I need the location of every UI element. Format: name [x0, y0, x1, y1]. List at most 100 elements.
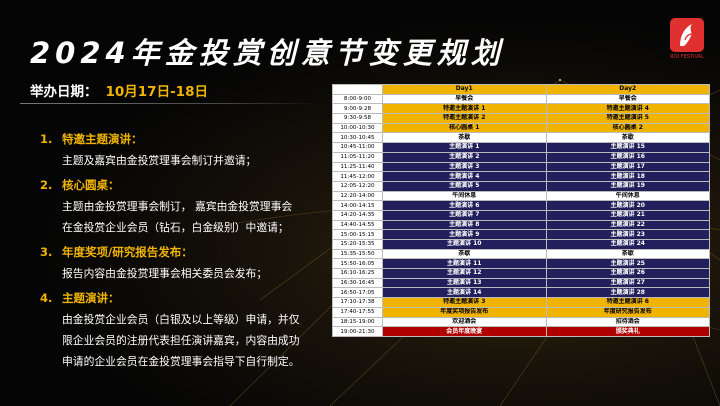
- schedule-day2-session: 主题演讲 24: [545, 239, 710, 250]
- schedule-row: 10:45-11:00 主题演讲 1 主题演讲 15: [332, 142, 710, 153]
- note-number: 2.: [40, 177, 53, 192]
- schedule-day2-session: 主题演讲 15: [545, 142, 710, 153]
- event-date-value: 10月17日-18日: [105, 84, 208, 100]
- schedule-day1-session: 主题演讲 2: [382, 151, 547, 163]
- schedule-day1-session: 特邀主题演讲 1: [382, 103, 547, 115]
- note-heading-text: 核心圆桌：: [62, 177, 120, 192]
- schedule-row: 11:45-12:00 主题演讲 4 主题演讲 18: [332, 171, 710, 182]
- schedule-time: 12:20-14:00: [332, 190, 383, 202]
- schedule-day1-session: 主题演讲 14: [382, 287, 547, 299]
- schedule-day1-session: 主题演讲 8: [382, 219, 547, 231]
- schedule-day1-session: 早餐会: [382, 93, 547, 105]
- logo-text: ROI FESTIVAL: [670, 54, 704, 60]
- schedule-time: 15:20-15:35: [332, 239, 383, 250]
- schedule-day2-session: 颁奖典礼: [545, 326, 710, 337]
- schedule-time: 11:05-11:20: [332, 151, 383, 163]
- schedule-day2-session: 主题演讲 26: [545, 268, 710, 279]
- schedule-row: 11:05-11:20 主题演讲 2 主题演讲 16: [332, 151, 710, 163]
- schedule-day2-session: 午间休息: [545, 190, 710, 202]
- schedule-row: 15:35-15:50 茶歇 茶歇: [332, 248, 710, 260]
- note-line: 限企业会员的注册代表担任演讲嘉宾，内容由成功: [62, 333, 300, 347]
- schedule-day2-session: 核心圆桌 2: [545, 122, 710, 134]
- schedule-day2-session: 特邀主题演讲 4: [545, 103, 710, 115]
- schedule-day2-session: 主题演讲 20: [545, 200, 710, 211]
- schedule-time: 18:15-19:00: [332, 316, 383, 328]
- schedule-day1-session: 主题演讲 12: [382, 268, 547, 279]
- schedule-day1-session: 午间休息: [382, 190, 547, 202]
- schedule-day2-session: 招待酒会: [545, 316, 710, 328]
- schedule-day1-session: 欢迎酒会: [382, 316, 547, 328]
- schedule-time: 10:30-10:45: [332, 132, 383, 144]
- schedule-day2-session: 主题演讲 17: [545, 161, 710, 173]
- schedule-time: 15:00-15:15: [332, 229, 383, 240]
- schedule-day2-session: 主题演讲 22: [545, 219, 710, 231]
- schedule-row: 16:50-17:05 主题演讲 14 主题演讲 28: [332, 287, 710, 299]
- phoenix-icon: [670, 18, 704, 52]
- schedule-day2-session: 主题演讲 27: [545, 277, 710, 289]
- schedule-row: 11:25-11:40 主题演讲 3 主题演讲 17: [332, 161, 710, 173]
- note-item: 2. 核心圆桌： 主题由金投赏理事会制订， 嘉宾由金投赏理事会 在金投赏企业会员（钻石…: [40, 174, 330, 237]
- note-number: 4.: [40, 290, 53, 305]
- schedule-day1-session: 茶歇: [382, 132, 547, 144]
- note-line: 主题由金投赏理事会制订， 嘉宾由金投赏理事会: [62, 199, 293, 213]
- header-day1: Day1: [382, 84, 547, 95]
- schedule-time: 8:00-9:00: [332, 93, 383, 105]
- note-item: 3. 年度奖项/研究报告发布： 报告内容由金投赏理事会相关委员会发布；: [40, 241, 330, 283]
- schedule-row: 15:50-16:05 主题演讲 11 主题演讲 25: [332, 258, 710, 270]
- schedule-row: 9:00-9:28 特邀主题演讲 1 特邀主题演讲 4: [332, 103, 710, 115]
- schedule-day1-session: 主题演讲 3: [382, 161, 547, 173]
- schedule-row: 17:10-17:38 特邀主题演讲 3 特邀主题演讲 6: [332, 297, 710, 308]
- schedule-day2-session: 茶歇: [545, 248, 710, 260]
- schedule-day1-session: 主题演讲 1: [382, 142, 547, 153]
- schedule-time: 17:40-17:55: [332, 306, 383, 318]
- schedule-day2-session: 主题演讲 16: [545, 151, 710, 163]
- schedule-day2-session: 早餐会: [545, 93, 710, 105]
- schedule-row: 14:00-14:15 主题演讲 6 主题演讲 20: [332, 200, 710, 211]
- schedule-day1-session: 会员年度晚宴: [382, 326, 547, 337]
- schedule-time: 9:30-9:58: [332, 113, 383, 124]
- schedule-row: 16:30-16:45 主题演讲 13 主题演讲 27: [332, 277, 710, 289]
- schedule-day2-session: 主题演讲 25: [545, 258, 710, 270]
- schedule-row: 10:00-10:30 核心圆桌 1 核心圆桌 2: [332, 122, 710, 134]
- schedule-time: 16:30-16:45: [332, 277, 383, 289]
- note-heading: 4. 主题演讲：: [40, 287, 330, 308]
- schedule-day1-session: 主题演讲 7: [382, 209, 547, 221]
- schedule-day1-session: 主题演讲 11: [382, 258, 547, 270]
- schedule-day1-session: 主题演讲 10: [382, 239, 547, 250]
- schedule-day1-session: 主题演讲 4: [382, 171, 547, 182]
- divider: [20, 103, 320, 104]
- event-date: 举办日期： 10月17日-18日: [30, 80, 208, 100]
- schedule-day2-session: 茶歇: [545, 132, 710, 144]
- page-title: 2024年金投赏创意节变更规划: [30, 36, 505, 70]
- schedule-day1-session: 主题演讲 6: [382, 200, 547, 211]
- schedule-row: 12:20-14:00 午间休息 午间休息: [332, 190, 710, 202]
- schedule-time: 12:05-12:20: [332, 180, 383, 192]
- schedule-day1-session: 主题演讲 9: [382, 229, 547, 240]
- schedule-day1-session: 特邀主题演讲 3: [382, 297, 547, 308]
- note-line: 由金投赏企业会员（白银及以上等级）申请，并仅: [62, 312, 300, 326]
- schedule-day2-session: 主题演讲 19: [545, 180, 710, 192]
- notes-list: 1. 特邀主题演讲： 主题及嘉宾由金投赏理事会制订并邀请； 2. 核心圆桌： 主题由金投赏…: [40, 128, 330, 375]
- schedule-time: 9:00-9:28: [332, 103, 383, 115]
- schedule-row: 15:00-15:15 主题演讲 9 主题演讲 23: [332, 229, 710, 240]
- schedule-row: 18:15-19:00 欢迎酒会 招待酒会: [332, 316, 710, 328]
- schedule-day2-session: 特邀主题演讲 5: [545, 113, 710, 124]
- schedule-row: 19:00-21:30 会员年度晚宴 颁奖典礼: [332, 326, 710, 337]
- schedule-time: 14:00-14:15: [332, 200, 383, 211]
- schedule-row: 8:00-9:00 早餐会 早餐会: [332, 93, 710, 105]
- schedule-row: 17:40-17:55 年度奖项报告发布 年度研究报告发布: [332, 306, 710, 318]
- schedule-day1-session: 茶歇: [382, 248, 547, 260]
- schedule-day1-session: 主题演讲 13: [382, 277, 547, 289]
- brand-logo: ROI FESTIVAL: [666, 18, 708, 62]
- header-blank: [332, 84, 383, 95]
- schedule-day2-session: 主题演讲 23: [545, 229, 710, 240]
- note-line: 在金投赏企业会员（钻石，白金级别）中邀请；: [62, 220, 289, 234]
- schedule-day2-session: 特邀主题演讲 6: [545, 297, 710, 308]
- note-line: 申请的企业会员在金投赏理事会指导下自行制定。: [62, 354, 300, 368]
- schedule-day2-session: 主题演讲 18: [545, 171, 710, 182]
- schedule-day1-session: 核心圆桌 1: [382, 122, 547, 134]
- note-heading: 3. 年度奖项/研究报告发布：: [40, 241, 330, 262]
- schedule-header-row: Day1 Day2: [332, 84, 710, 95]
- note-heading: 2. 核心圆桌：: [40, 174, 330, 195]
- note-item: 1. 特邀主题演讲： 主题及嘉宾由金投赏理事会制订并邀请；: [40, 128, 330, 170]
